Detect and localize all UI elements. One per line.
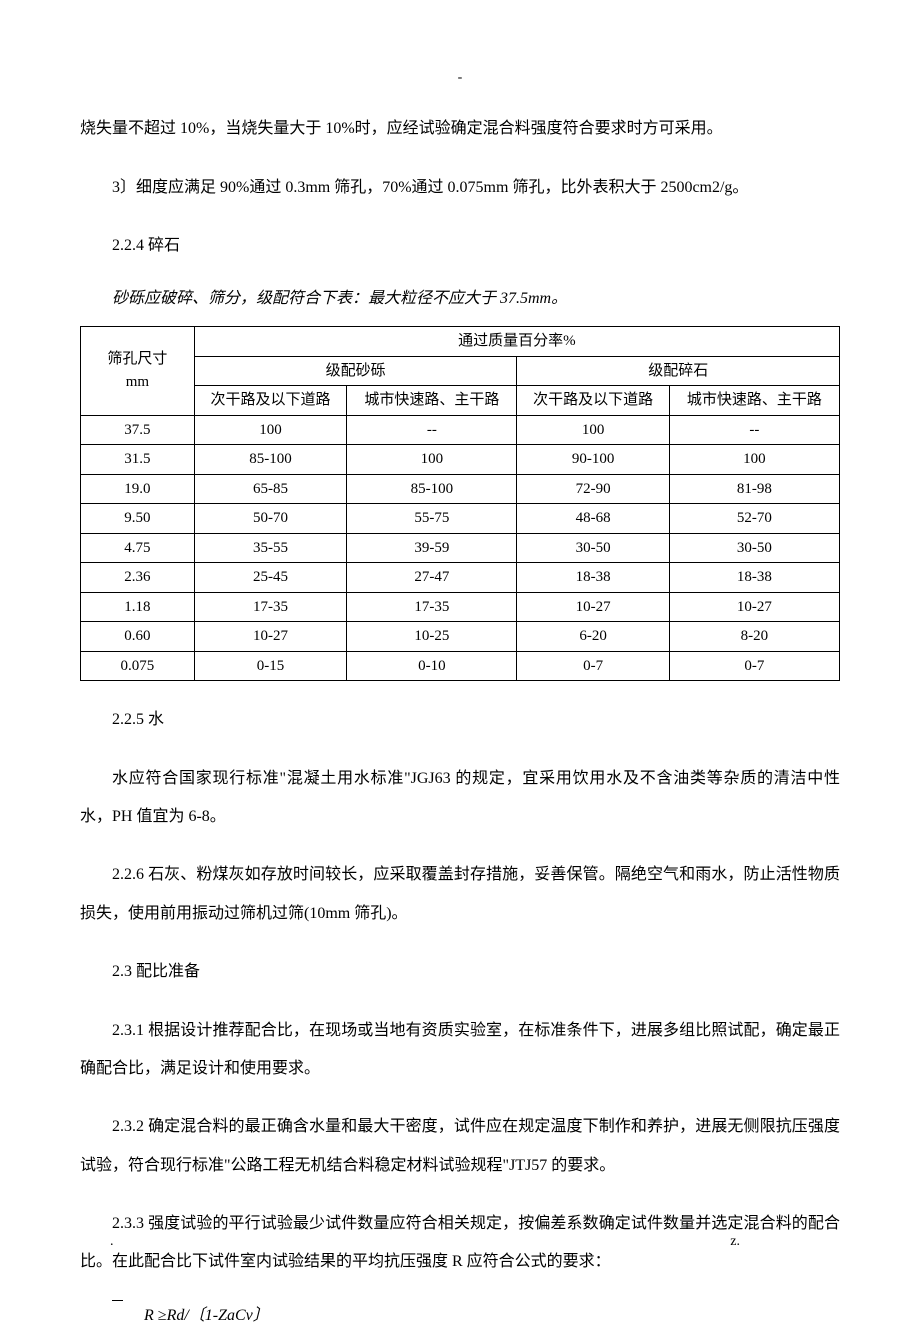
cell-size: 0.60 (81, 622, 195, 652)
subcol-1: 次干路及以下道路 (194, 386, 346, 416)
table-row: 19.0 65-85 85-100 72-90 81-98 (81, 474, 840, 504)
cell-b1: 30-50 (517, 533, 669, 563)
col-header-size: 筛孔尺寸 mm (81, 327, 195, 416)
sub-header-b: 级配碎石 (517, 356, 840, 386)
formula-rest: ≥Rd/〔1-ZaCv〕 (154, 1307, 269, 1324)
table-row: 9.50 50-70 55-75 48-68 52-70 (81, 504, 840, 534)
table-row: 2.36 25-45 27-47 18-38 18-38 (81, 563, 840, 593)
cell-b1: 100 (517, 415, 669, 445)
paragraph-1: 烧失量不超过 10%，当烧失量大于 10%时，应经试验确定混合料强度符合要求时方… (80, 110, 840, 148)
span-header-pass: 通过质量百分率% (194, 327, 839, 357)
table-row: 31.5 85-100 100 90-100 100 (81, 445, 840, 475)
paragraph-2: 3〕细度应满足 90%通过 0.3mm 筛孔，70%通过 0.075mm 筛孔，… (80, 169, 840, 207)
table-intro: 砂砾应破碎、筛分，级配符合下表：最大粒径不应大于 37.5mm。 (80, 285, 840, 314)
section-225-heading: 2.2.5 水 (80, 701, 840, 739)
cell-b1: 18-38 (517, 563, 669, 593)
table-header-row-2: 级配砂砾 级配碎石 (81, 356, 840, 386)
cell-b1: 10-27 (517, 592, 669, 622)
cell-b1: 48-68 (517, 504, 669, 534)
paragraph-225: 水应符合国家现行标准"混凝土用水标准"JGJ63 的规定，宜采用饮用水及不含油类… (80, 760, 840, 837)
table-row: 1.18 17-35 17-35 10-27 10-27 (81, 592, 840, 622)
paragraph-231: 2.3.1 根据设计推荐配合比，在现场或当地有资质实验室，在标准条件下，进展多组… (80, 1012, 840, 1089)
table-row: 0.075 0-15 0-10 0-7 0-7 (81, 651, 840, 681)
paragraph-232: 2.3.2 确定混合料的最正确含水量和最大干密度，试件应在规定温度下制作和养护，… (80, 1108, 840, 1185)
cell-b2: 81-98 (669, 474, 839, 504)
page-dash: - (80, 65, 840, 90)
cell-b2: 18-38 (669, 563, 839, 593)
col-header-line1: 筛孔尺寸 (107, 351, 167, 367)
cell-size: 1.18 (81, 592, 195, 622)
cell-b2: 100 (669, 445, 839, 475)
cell-b1: 72-90 (517, 474, 669, 504)
cell-a2: 55-75 (347, 504, 517, 534)
cell-b1: 6-20 (517, 622, 669, 652)
table-row: 0.60 10-27 10-25 6-20 8-20 (81, 622, 840, 652)
subcol-2: 城市快速路、主干路 (347, 386, 517, 416)
paragraph-226: 2.2.6 石灰、粉煤灰如存放时间较长，应采取覆盖封存措施，妥善保管。隔绝空气和… (80, 856, 840, 933)
cell-size: 0.075 (81, 651, 195, 681)
cell-size: 37.5 (81, 415, 195, 445)
cell-size: 19.0 (81, 474, 195, 504)
cell-b1: 0-7 (517, 651, 669, 681)
table-row: 37.5 100 -- 100 -- (81, 415, 840, 445)
sub-header-a: 级配砂砾 (194, 356, 517, 386)
paragraph-233: 2.3.3 强度试验的平行试验最少试件数量应符合相关规定，按偏差系数确定试件数量… (80, 1205, 840, 1282)
cell-a2: 39-59 (347, 533, 517, 563)
cell-a2: 0-10 (347, 651, 517, 681)
cell-a1: 0-15 (194, 651, 346, 681)
cell-a2: 100 (347, 445, 517, 475)
cell-size: 2.36 (81, 563, 195, 593)
cell-a2: 85-100 (347, 474, 517, 504)
cell-a1: 10-27 (194, 622, 346, 652)
cell-a1: 35-55 (194, 533, 346, 563)
cell-a1: 25-45 (194, 563, 346, 593)
cell-a2: -- (347, 415, 517, 445)
cell-a2: 17-35 (347, 592, 517, 622)
cell-size: 4.75 (81, 533, 195, 563)
cell-b2: 8-20 (669, 622, 839, 652)
formula-r-bar: R (112, 1302, 154, 1331)
gradation-table: 筛孔尺寸 mm 通过质量百分率% 级配砂砾 级配碎石 次干路及以下道路 城市快速… (80, 326, 840, 681)
table-header-row-1: 筛孔尺寸 mm 通过质量百分率% (81, 327, 840, 357)
cell-size: 9.50 (81, 504, 195, 534)
cell-a1: 50-70 (194, 504, 346, 534)
table-row: 4.75 35-55 39-59 30-50 30-50 (81, 533, 840, 563)
cell-b2: 52-70 (669, 504, 839, 534)
subcol-3: 次干路及以下道路 (517, 386, 669, 416)
cell-b2: -- (669, 415, 839, 445)
col-header-line2: mm (126, 374, 149, 390)
cell-a2: 27-47 (347, 563, 517, 593)
section-23-heading: 2.3 配比准备 (80, 953, 840, 991)
table-header-row-3: 次干路及以下道路 城市快速路、主干路 次干路及以下道路 城市快速路、主干路 (81, 386, 840, 416)
formula-line: R ≥Rd/〔1-ZaCv〕 (80, 1302, 840, 1331)
subcol-4: 城市快速路、主干路 (669, 386, 839, 416)
cell-b2: 10-27 (669, 592, 839, 622)
cell-a1: 100 (194, 415, 346, 445)
cell-size: 31.5 (81, 445, 195, 475)
cell-b2: 0-7 (669, 651, 839, 681)
cell-b2: 30-50 (669, 533, 839, 563)
cell-a2: 10-25 (347, 622, 517, 652)
cell-a1: 65-85 (194, 474, 346, 504)
section-224-heading: 2.2.4 碎石 (80, 227, 840, 265)
footer-dot: . (110, 1229, 114, 1254)
cell-a1: 85-100 (194, 445, 346, 475)
cell-b1: 90-100 (517, 445, 669, 475)
cell-a1: 17-35 (194, 592, 346, 622)
footer-z: z. (730, 1229, 740, 1254)
